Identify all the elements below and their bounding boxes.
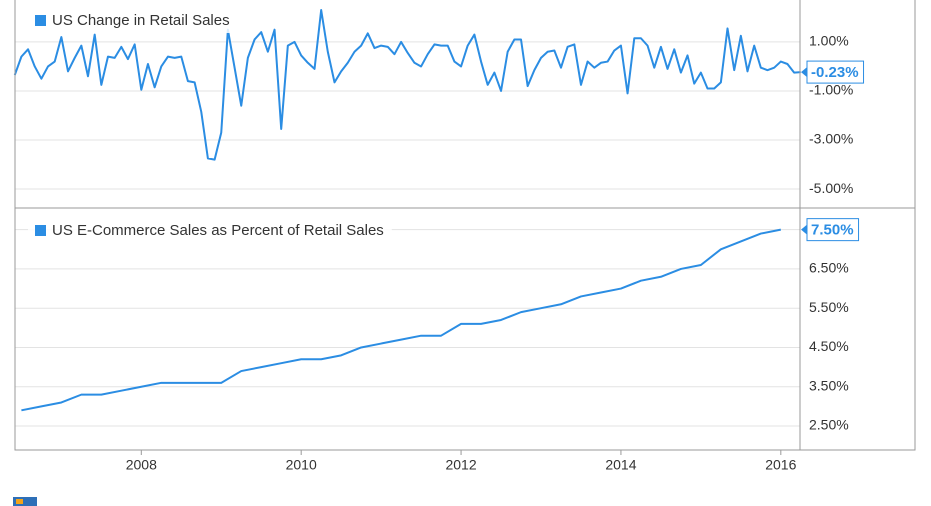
- bottom-plot-area: [15, 208, 800, 450]
- y-tick-label: 4.50%: [809, 338, 849, 354]
- legend: US E-Commerce Sales as Percent of Retail…: [28, 219, 392, 243]
- x-tick-label: 2016: [765, 457, 796, 473]
- legend-background: [28, 219, 392, 243]
- chart-frame: [14, 0, 916, 451]
- legend-text: US Change in Retail Sales: [52, 12, 230, 29]
- end-label-text: 7.50%: [811, 222, 854, 239]
- top-plot-area: [15, 0, 800, 208]
- end-label: 7.50%: [801, 218, 860, 242]
- logo-mark: [16, 499, 23, 504]
- y-tick-label: -5.00%: [809, 180, 853, 196]
- y-tick-label: 3.50%: [809, 377, 849, 393]
- chart-layer: 3.00%1.00%-1.00%-3.00%-5.00%-0.23%US Cha…: [13, 9, 865, 473]
- end-label-text: -0.23%: [811, 64, 859, 81]
- data-line: [13, 9, 801, 161]
- legend-swatch: [35, 225, 46, 236]
- y-tick-label: 5.50%: [809, 299, 849, 315]
- x-tick-label: 2010: [286, 457, 317, 473]
- logo-mark: [13, 497, 37, 506]
- x-tick-label: 2012: [445, 457, 476, 473]
- y-tick-label: 2.50%: [809, 417, 849, 433]
- y-tick-label: -3.00%: [809, 131, 853, 147]
- end-label-pointer: [801, 224, 807, 235]
- x-tick-label: 2014: [605, 457, 636, 473]
- end-label: -0.23%: [801, 60, 865, 84]
- legend-text: US E-Commerce Sales as Percent of Retail…: [52, 222, 384, 239]
- legend-background: [28, 9, 238, 33]
- legend-swatch: [35, 15, 46, 26]
- y-tick-label: -1.00%: [809, 82, 853, 98]
- y-tick-label: 1.00%: [809, 33, 849, 49]
- data-line: [21, 228, 782, 412]
- end-label-pointer: [801, 67, 807, 78]
- x-tick-label: 2008: [126, 457, 157, 473]
- legend: US Change in Retail Sales: [28, 9, 238, 33]
- y-tick-label: 6.50%: [809, 260, 849, 276]
- logo: [13, 497, 37, 506]
